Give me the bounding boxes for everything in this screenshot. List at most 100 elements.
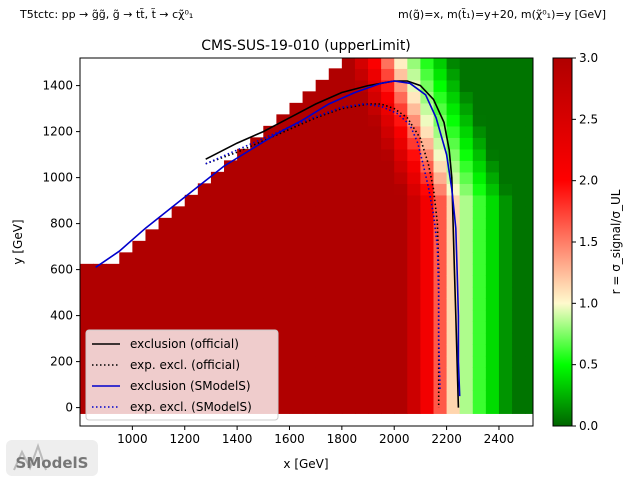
heatmap-cell [381, 160, 395, 173]
heatmap-cell [512, 68, 526, 81]
heatmap-cell [341, 125, 356, 138]
heatmap-cell [407, 332, 422, 345]
heatmap-cell [485, 355, 500, 368]
heatmap-cell [433, 148, 448, 161]
heatmap-cell [381, 401, 395, 414]
heatmap-cell [381, 125, 395, 138]
heatmap-cell [237, 171, 251, 184]
heatmap-cell [394, 240, 408, 253]
heatmap-cell [184, 229, 199, 242]
heatmap-cell [276, 344, 291, 357]
heatmap-cell [341, 183, 356, 196]
heatmap-cell [407, 148, 422, 161]
heatmap-cell [512, 171, 526, 184]
heatmap-cell [381, 206, 395, 219]
heatmap-cell [132, 252, 147, 265]
heatmap-cell [263, 183, 277, 196]
heatmap-cell [158, 217, 173, 230]
heatmap-cell [302, 344, 317, 357]
heatmap-cell [381, 68, 395, 81]
heatmap-cell [381, 390, 395, 403]
heatmap-cell [302, 275, 317, 288]
heatmap-cell [210, 171, 225, 184]
y-axis-label: y [GeV] [11, 219, 25, 264]
heatmap-cell [341, 401, 356, 414]
heatmap-cell [354, 240, 369, 253]
heatmap-cell [394, 378, 408, 391]
heatmap-cell [420, 171, 435, 184]
heatmap-cell [224, 206, 238, 219]
heatmap-cell [289, 309, 304, 322]
heatmap-cell [512, 160, 526, 173]
heatmap-cell [472, 298, 487, 311]
heatmap-cell [145, 229, 160, 242]
heatmap-cell [525, 91, 533, 104]
heatmap-cell [302, 252, 317, 265]
colorbar-tick-label: 1.0 [579, 296, 598, 310]
heatmap-cell [171, 206, 186, 219]
heatmap-cell [512, 321, 526, 334]
heatmap-cell [433, 194, 448, 207]
heatmap-cell [237, 194, 251, 207]
heatmap-cell [407, 321, 422, 334]
x-tick-label: 2000 [379, 432, 410, 446]
heatmap-cell [407, 183, 422, 196]
heatmap-cell [328, 206, 343, 219]
heatmap-cell [132, 286, 147, 299]
heatmap-cell [224, 217, 238, 230]
heatmap-cell [420, 286, 435, 299]
heatmap-cell [381, 344, 395, 357]
heatmap-cell [276, 160, 291, 173]
heatmap-cell [433, 367, 448, 380]
heatmap-cell [119, 298, 133, 311]
heatmap-cell [315, 79, 330, 92]
heatmap-cell [354, 309, 369, 322]
heatmap-cell [381, 252, 395, 265]
heatmap-cell [368, 68, 382, 81]
heatmap-cell [276, 252, 291, 265]
heatmap-cell [354, 183, 369, 196]
heatmap-cell [446, 263, 461, 276]
heatmap-cell [407, 355, 422, 368]
heatmap-cell [341, 102, 356, 115]
heatmap-cell [498, 355, 513, 368]
heatmap-cell [512, 367, 526, 380]
heatmap-cell [210, 240, 225, 253]
x-tick-label: 1800 [327, 432, 358, 446]
y-axis: 0 200 400 600 800 1000 1200 1400 [42, 79, 80, 415]
heatmap-cell [420, 309, 435, 322]
heatmap-cell [158, 263, 173, 276]
heatmap-cell [354, 58, 369, 69]
heatmap-cell [472, 160, 487, 173]
heatmap-cell [276, 148, 291, 161]
heatmap-cell [184, 298, 199, 311]
y-tick-label: 0 [65, 401, 73, 415]
heatmap-cell [472, 321, 487, 334]
heatmap-cell [354, 194, 369, 207]
heatmap-cell [302, 367, 317, 380]
y-tick-label: 400 [50, 309, 73, 323]
heatmap-cell [250, 286, 264, 299]
curve-exp-excl-smodels [205, 103, 441, 390]
heatmap-cell [263, 229, 277, 242]
heatmap-cell [394, 125, 408, 138]
heatmap-cell [276, 240, 291, 253]
heatmap-cell [485, 91, 500, 104]
heatmap-cell [315, 137, 330, 150]
heatmap-cell [237, 183, 251, 196]
heatmap-cell [472, 344, 487, 357]
heatmap-cell [459, 148, 474, 161]
colorbar [552, 57, 573, 427]
heatmap-cell [485, 206, 500, 219]
heatmap-cell [472, 102, 487, 115]
heatmap-cell [394, 263, 408, 276]
heatmap-cell [525, 171, 533, 184]
heatmap-cell [394, 321, 408, 334]
heatmap-cell [498, 160, 513, 173]
heatmap-cell [498, 148, 513, 161]
heatmap-cell [315, 252, 330, 265]
heatmap-cell [341, 240, 356, 253]
heatmap-cell [341, 390, 356, 403]
legend-entry: exp. excl. (SModelS) [130, 400, 252, 414]
heatmap-cell [459, 171, 474, 184]
